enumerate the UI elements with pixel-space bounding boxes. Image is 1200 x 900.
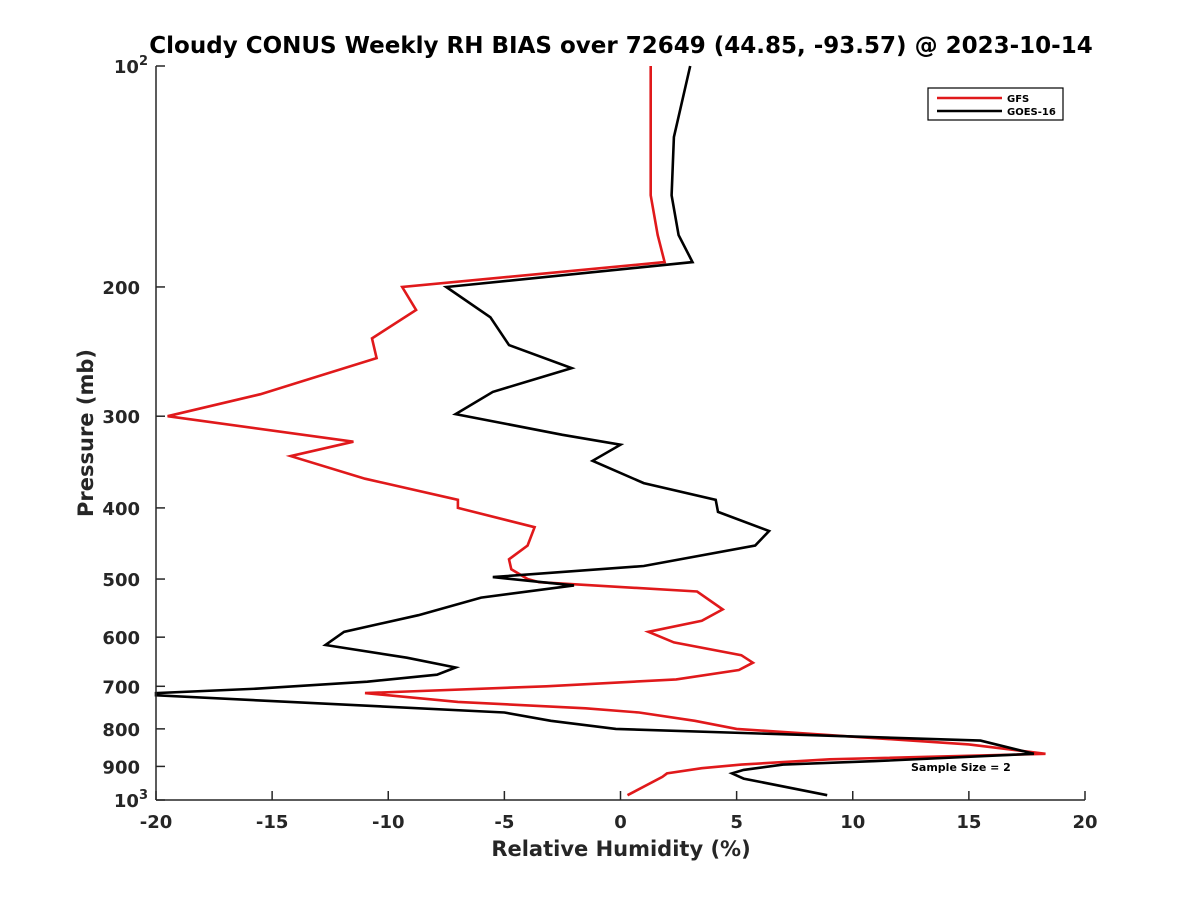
y-tick-label: 103 xyxy=(114,788,148,812)
x-tick-label: 0 xyxy=(614,812,627,833)
series-layer xyxy=(154,65,1046,797)
y-tick-label: 102 xyxy=(114,54,148,78)
y-tick-label: 700 xyxy=(102,677,140,698)
legend-label-goes-16: GOES-16 xyxy=(1007,107,1056,118)
x-tick-label: 5 xyxy=(730,812,743,833)
y-tick-label: 800 xyxy=(102,720,140,741)
sample-size-annotation: Sample Size = 2 xyxy=(911,761,1011,774)
chart-title: Cloudy CONUS Weekly RH BIAS over 72649 (… xyxy=(149,33,1092,59)
y-tick-label: 600 xyxy=(102,628,140,649)
legend-label-gfs: GFS xyxy=(1007,94,1029,105)
x-axis-label: Relative Humidity (%) xyxy=(491,837,750,861)
x-tick-label: 10 xyxy=(840,812,865,833)
y-tick-label: 400 xyxy=(102,499,140,520)
y-tick-label: 900 xyxy=(102,757,140,778)
y-axis-label: Pressure (mb) xyxy=(74,349,98,517)
y-tick-label: 200 xyxy=(102,278,140,299)
x-tick-label: -20 xyxy=(140,812,173,833)
y-tick-label: 300 xyxy=(102,407,140,428)
axes-layer: -20 -15 -10 -5 0 5 10 15 20 102 200 300 400 500 600 700… xyxy=(102,54,1097,833)
y-tick-label: 500 xyxy=(102,570,140,591)
x-tick-label: -10 xyxy=(372,812,405,833)
legend-box xyxy=(927,87,1064,121)
x-tick-label: -15 xyxy=(256,812,289,833)
x-tick-label: -5 xyxy=(494,812,514,833)
series-line-gfs xyxy=(167,66,1046,797)
legend: GFS GOES-16 xyxy=(927,87,1064,121)
x-tick-label: 20 xyxy=(1072,812,1097,833)
x-tick-label: 15 xyxy=(956,812,981,833)
series-line-goes-16 xyxy=(154,65,1035,797)
